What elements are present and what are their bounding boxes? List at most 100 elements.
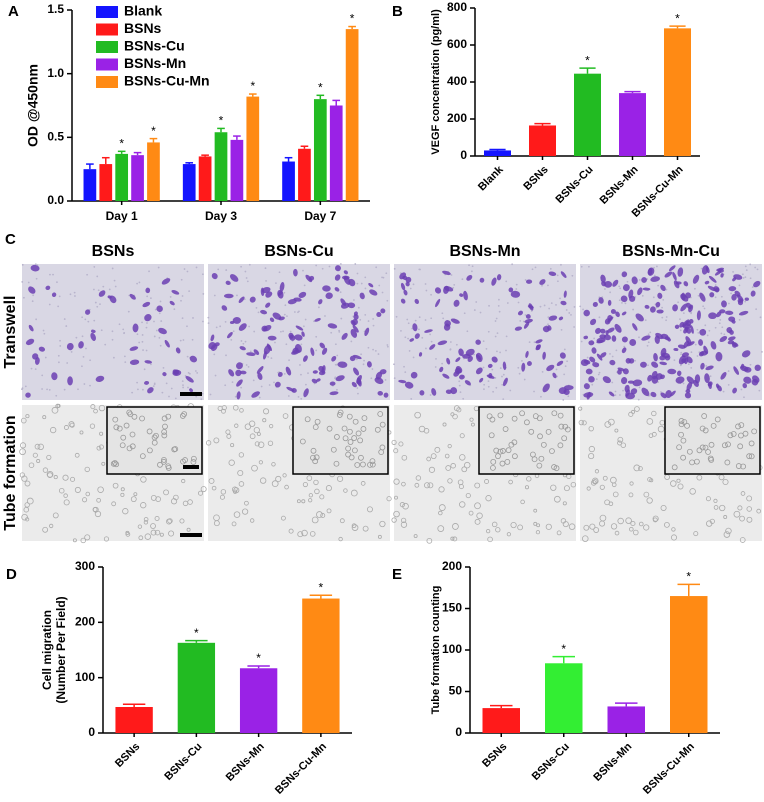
cell — [257, 372, 263, 380]
cell — [437, 525, 445, 532]
pore — [653, 266, 655, 269]
pore — [52, 273, 54, 276]
pore — [145, 349, 148, 352]
cell — [585, 368, 593, 375]
cell — [129, 359, 140, 365]
cell — [556, 360, 564, 367]
cell — [540, 441, 547, 448]
cell — [548, 271, 557, 276]
pore — [186, 325, 188, 328]
x-tick-label: Day 1 — [106, 209, 138, 223]
pore — [236, 294, 238, 297]
bar — [545, 663, 583, 733]
cell — [129, 443, 136, 450]
cell — [320, 513, 326, 518]
pore — [138, 281, 141, 284]
pore — [487, 380, 490, 383]
cell — [487, 363, 493, 369]
pore — [471, 265, 474, 268]
cell — [383, 392, 389, 398]
pore — [161, 391, 164, 394]
pore — [225, 269, 228, 271]
cell — [410, 371, 418, 379]
pore — [234, 395, 237, 398]
cell — [739, 515, 745, 522]
pore — [202, 320, 204, 323]
cell — [380, 308, 386, 314]
cell — [327, 323, 338, 329]
pore — [560, 328, 563, 331]
cell — [699, 292, 706, 302]
cell — [733, 366, 740, 375]
cell — [499, 460, 506, 467]
pore — [694, 343, 697, 346]
pore — [87, 320, 90, 323]
cell — [677, 267, 684, 277]
cell — [703, 345, 709, 355]
cell — [374, 426, 381, 433]
pore — [494, 320, 497, 322]
cell — [438, 504, 446, 511]
pore — [108, 288, 111, 291]
cell — [260, 309, 268, 315]
cell — [633, 529, 639, 536]
cell — [621, 377, 628, 385]
cell — [426, 456, 432, 462]
cell — [113, 461, 120, 468]
legend-label: Blank — [124, 3, 162, 19]
pore — [744, 276, 747, 279]
cell — [225, 429, 231, 435]
pore — [502, 373, 505, 376]
cell — [514, 326, 523, 331]
pore — [302, 269, 304, 272]
pore — [644, 319, 647, 322]
cell — [445, 465, 452, 471]
pore — [441, 312, 444, 315]
cell — [353, 354, 362, 360]
cell — [287, 299, 297, 305]
pore — [30, 367, 33, 370]
pore — [482, 340, 485, 343]
pore — [404, 371, 407, 374]
cell — [231, 486, 238, 493]
pore — [421, 336, 424, 339]
pore — [21, 263, 24, 266]
y-tick-label: 50 — [449, 684, 463, 698]
cell — [603, 334, 611, 341]
cell — [331, 355, 337, 362]
cell — [325, 485, 332, 492]
pore — [354, 263, 357, 265]
cell — [520, 499, 525, 505]
cell — [391, 517, 397, 523]
pore — [556, 375, 559, 378]
pore — [556, 274, 559, 277]
pore — [63, 388, 66, 391]
cell — [496, 274, 502, 281]
cell — [336, 412, 343, 418]
pore — [56, 281, 58, 284]
pore — [58, 361, 60, 364]
y-tick-label: 800 — [447, 0, 467, 14]
bar — [246, 96, 260, 201]
cell — [154, 515, 160, 521]
cell — [560, 300, 567, 306]
cell — [556, 530, 562, 536]
cell — [310, 347, 315, 356]
cell — [689, 459, 695, 466]
cell — [667, 337, 671, 342]
pore — [406, 318, 409, 321]
cell — [701, 413, 708, 419]
pore — [694, 287, 696, 290]
cell — [160, 458, 167, 465]
cell — [676, 478, 681, 483]
cell — [161, 278, 171, 285]
cell — [189, 388, 193, 393]
cell — [609, 359, 616, 366]
cell — [20, 442, 27, 449]
cell — [604, 281, 613, 288]
cell — [154, 529, 161, 536]
pore — [142, 388, 144, 391]
pore — [505, 349, 507, 352]
cell — [474, 518, 481, 525]
cell — [424, 329, 433, 333]
